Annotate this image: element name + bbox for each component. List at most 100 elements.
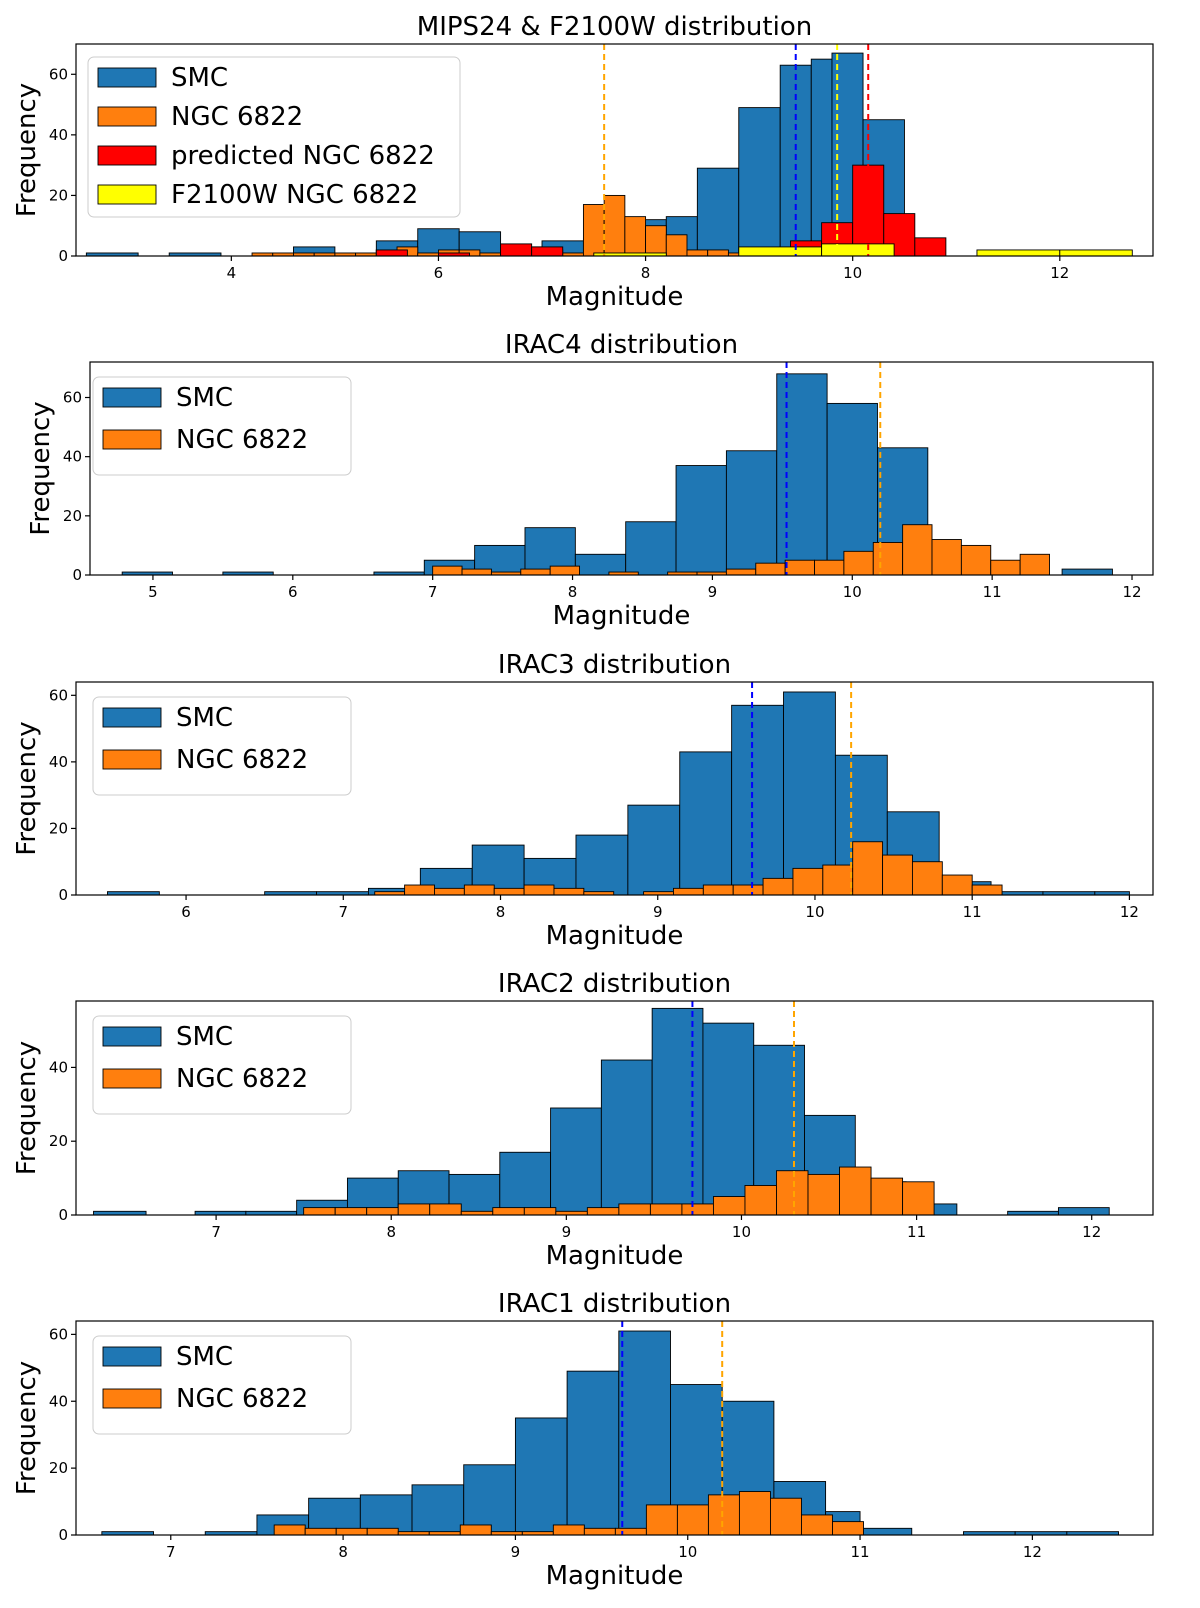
legend-label: F2100W NGC 6822 (171, 180, 418, 210)
y-axis-label: Frequency (12, 83, 42, 217)
histogram-bar (434, 887, 465, 896)
histogram-bar (603, 194, 626, 257)
x-tick-label: 7 (211, 1223, 221, 1241)
series-ngc-6822 (374, 841, 1003, 896)
y-tick-label: 0 (58, 247, 68, 265)
legend-label: SMC (176, 383, 233, 413)
histogram-bar (822, 864, 854, 896)
y-axis-label: Frequency (12, 1361, 42, 1495)
histogram-bar (769, 1497, 802, 1536)
chart-panel-4: 7 8 9 10 11 12 0 20 40 IRAC2 distribution Magnitud… (12, 969, 1154, 1271)
y-tick-label: 40 (49, 1392, 68, 1410)
histogram-bar (523, 1207, 557, 1216)
series-smc (121, 373, 1113, 576)
chart-title: MIPS24 & F2100W distribution (417, 12, 812, 42)
legend-label: NGC 6822 (176, 425, 308, 455)
y-tick-label: 60 (63, 389, 82, 407)
histogram-bar (627, 804, 681, 896)
histogram-bar (792, 867, 824, 896)
x-tick-label: 8 (386, 1223, 396, 1241)
legend-swatch (97, 145, 157, 166)
histogram-bar (882, 854, 913, 896)
chart-title: IRAC2 distribution (498, 969, 731, 999)
legend-swatch (102, 1346, 162, 1367)
x-tick-label: 10 (678, 1543, 697, 1561)
x-tick-label: 7 (166, 1543, 176, 1561)
legend-swatch (97, 67, 157, 88)
y-tick-label: 0 (58, 1206, 68, 1224)
histogram-bar (397, 1203, 431, 1216)
x-axis-label: Magnitude (546, 921, 684, 951)
histogram-bar (821, 243, 895, 257)
histogram-bar (366, 1527, 399, 1536)
legend-swatch (102, 749, 162, 770)
y-tick-label: 0 (58, 886, 68, 904)
histogram-bar (971, 884, 1003, 896)
axes-frame (75, 681, 1154, 896)
histogram-bar (582, 204, 605, 257)
histogram-bar (461, 568, 492, 576)
histogram-bar (776, 373, 828, 576)
legend-swatch (97, 184, 157, 205)
legend: SMC NGC 6822 (92, 1335, 352, 1435)
legend-label: NGC 6822 (176, 1384, 308, 1414)
histogram-bar (645, 1504, 678, 1536)
histogram-bar (738, 107, 781, 257)
legend-swatch (102, 429, 162, 450)
histogram-bar (583, 1527, 616, 1536)
y-tick-label: 60 (49, 1325, 68, 1343)
y-tick-label: 0 (58, 1526, 68, 1544)
histogram-bar (843, 550, 874, 576)
x-axis-label: Magnitude (553, 601, 691, 631)
histogram-bar (931, 539, 962, 576)
x-tick-label: 10 (732, 1223, 751, 1241)
histogram-bar (645, 225, 667, 257)
histogram-bar (914, 237, 947, 257)
legend-label: SMC (176, 1342, 233, 1372)
histogram-bar (801, 1514, 833, 1536)
histogram-bar (523, 884, 555, 896)
x-tick-label: 9 (653, 903, 663, 921)
histogram-bar (784, 559, 815, 576)
legend-label: SMC (176, 703, 233, 733)
histogram-bar (941, 874, 973, 896)
histogram-bar (696, 167, 740, 257)
histogram-bar (550, 1107, 602, 1216)
y-tick-label: 0 (72, 566, 82, 584)
histogram-bar (776, 1170, 809, 1216)
x-tick-label: 10 (805, 903, 824, 921)
histogram-bar (459, 1524, 492, 1536)
histogram-bar (566, 1370, 620, 1536)
axes-frame (75, 1000, 1154, 1216)
histogram-bar (738, 1491, 771, 1536)
histogram-bar (762, 877, 794, 896)
histogram-bar (902, 1181, 935, 1216)
y-tick-label: 60 (49, 65, 68, 83)
axes-frame (75, 43, 1154, 257)
histogram-bar (832, 1521, 864, 1536)
histogram-bar (334, 1207, 368, 1216)
histogram-bar (807, 1173, 840, 1216)
y-tick-label: 60 (49, 686, 68, 704)
histogram-bar (463, 884, 495, 896)
y-tick-label: 40 (49, 1058, 68, 1076)
histogram-bar (665, 234, 688, 257)
y-tick-label: 20 (63, 507, 82, 525)
histogram-bar (755, 562, 786, 576)
histogram-bar (651, 1007, 704, 1216)
histogram-bar (552, 1524, 585, 1536)
histogram-bar (902, 524, 933, 576)
x-axis-label: Magnitude (546, 1561, 684, 1591)
histogram-bar (911, 861, 943, 896)
x-tick-label: 9 (562, 1223, 572, 1241)
x-tick-label: 12 (1122, 583, 1141, 601)
x-tick-label: 11 (963, 903, 982, 921)
y-tick-label: 20 (49, 1459, 68, 1477)
histogram-bar (649, 1203, 683, 1216)
histogram-bar (366, 1207, 399, 1216)
histogram-bar (553, 887, 585, 896)
histogram-bar (673, 887, 704, 896)
histogram-bar (826, 402, 878, 576)
histogram-bar (681, 1203, 714, 1216)
chart-title: IRAC3 distribution (498, 650, 731, 680)
